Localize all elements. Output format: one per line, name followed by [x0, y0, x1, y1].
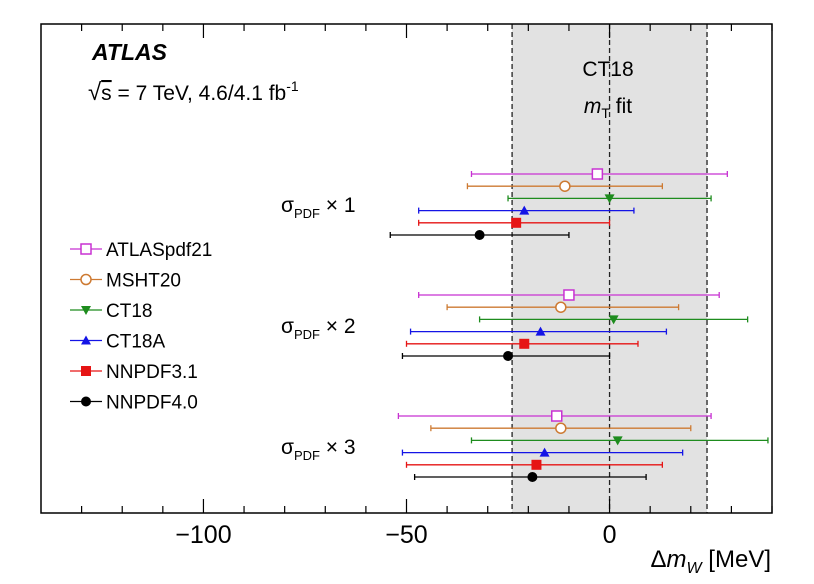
chart-title: ATLAS [91, 39, 168, 65]
marker [535, 326, 546, 336]
legend-label: NNPDF3.1 [106, 362, 198, 383]
x-axis-w: W [687, 560, 704, 577]
legend: ATLASpdf21 MSHT20 CT18 CT18A NNPDF3.1 NNPDF4.… [70, 240, 212, 414]
legend-label: CT18 [106, 301, 152, 322]
legend-item: CT18 [70, 301, 152, 322]
sigma: σ [281, 315, 294, 338]
marker [81, 396, 91, 407]
legend-item: MSHT20 [70, 271, 181, 292]
sigma: σ [281, 194, 294, 217]
sqrt-sign: √ [88, 79, 102, 106]
x-axis-m: m [667, 546, 687, 573]
marker [612, 436, 623, 446]
subtitle-energy: = 7 TeV, 4.6/4.1 fb [112, 82, 287, 105]
band-label-t: T [601, 105, 610, 121]
subtitle-superscript: -1 [286, 78, 299, 94]
legend-label: CT18A [106, 332, 165, 353]
x-tick-label: −50 [385, 521, 427, 549]
marker [559, 180, 571, 192]
series-CT18 [470, 194, 769, 446]
sigma-sub: PDF [294, 327, 320, 342]
marker [551, 410, 563, 422]
legend-item: NNPDF4.0 [70, 393, 198, 414]
x-tick-label: −100 [175, 521, 231, 549]
band-label-fit: mT fit [584, 95, 632, 121]
marker [80, 273, 92, 286]
marker [563, 289, 575, 301]
x-axis-ticks: −100 −50 0 [81, 24, 773, 549]
subtitle-s: s [101, 82, 112, 105]
band-label-rest: fit [610, 95, 632, 118]
marker [555, 301, 567, 313]
x-tick-label: 0 [603, 521, 617, 549]
marker [503, 351, 514, 361]
band-label-m: m [584, 95, 602, 118]
legend-label: NNPDF4.0 [106, 393, 198, 414]
legend-label: MSHT20 [106, 271, 181, 292]
marker [81, 366, 91, 376]
legend-item: CT18A [70, 332, 165, 353]
marker [474, 230, 485, 240]
x-axis-title: ΔmW [MeV] [651, 546, 772, 577]
marker [527, 472, 538, 482]
group-label: σPDF × 3 [281, 436, 356, 463]
times-factor: × 3 [320, 436, 356, 459]
group-label: σPDF × 2 [281, 315, 356, 342]
sigma-sub: PDF [294, 448, 320, 463]
x-axis-unit: [MeV] [702, 546, 771, 573]
marker [539, 447, 550, 457]
marker [604, 194, 615, 204]
marker [519, 338, 530, 349]
marker [511, 217, 522, 228]
series-NNPDF3.1 [405, 217, 663, 470]
data-points [389, 168, 769, 482]
marker [531, 459, 542, 470]
group-label: σPDF × 1 [281, 194, 356, 221]
marker [608, 315, 619, 325]
series-MSHT20 [430, 180, 692, 434]
marker [591, 168, 604, 180]
sigma: σ [281, 436, 294, 459]
band-label-name: CT18 [582, 58, 633, 81]
marker [80, 243, 92, 255]
x-axis-delta: Δ [651, 546, 667, 573]
times-factor: × 1 [320, 194, 356, 217]
marker [81, 335, 91, 345]
legend-label: ATLASpdf21 [106, 240, 212, 261]
times-factor: × 2 [320, 315, 356, 338]
series-CT18A [401, 205, 684, 457]
legend-item: ATLASpdf21 [70, 240, 212, 261]
sigma-sub: PDF [294, 206, 320, 221]
marker [519, 205, 530, 215]
marker [555, 422, 567, 434]
marker [81, 306, 91, 315]
legend-item: NNPDF3.1 [70, 362, 198, 383]
chart-subtitle: √s = 7 TeV, 4.6/4.1 fb-1 [88, 78, 299, 106]
series-NNPDF4.0 [389, 230, 647, 482]
series-ATLASpdf21 [397, 168, 728, 422]
